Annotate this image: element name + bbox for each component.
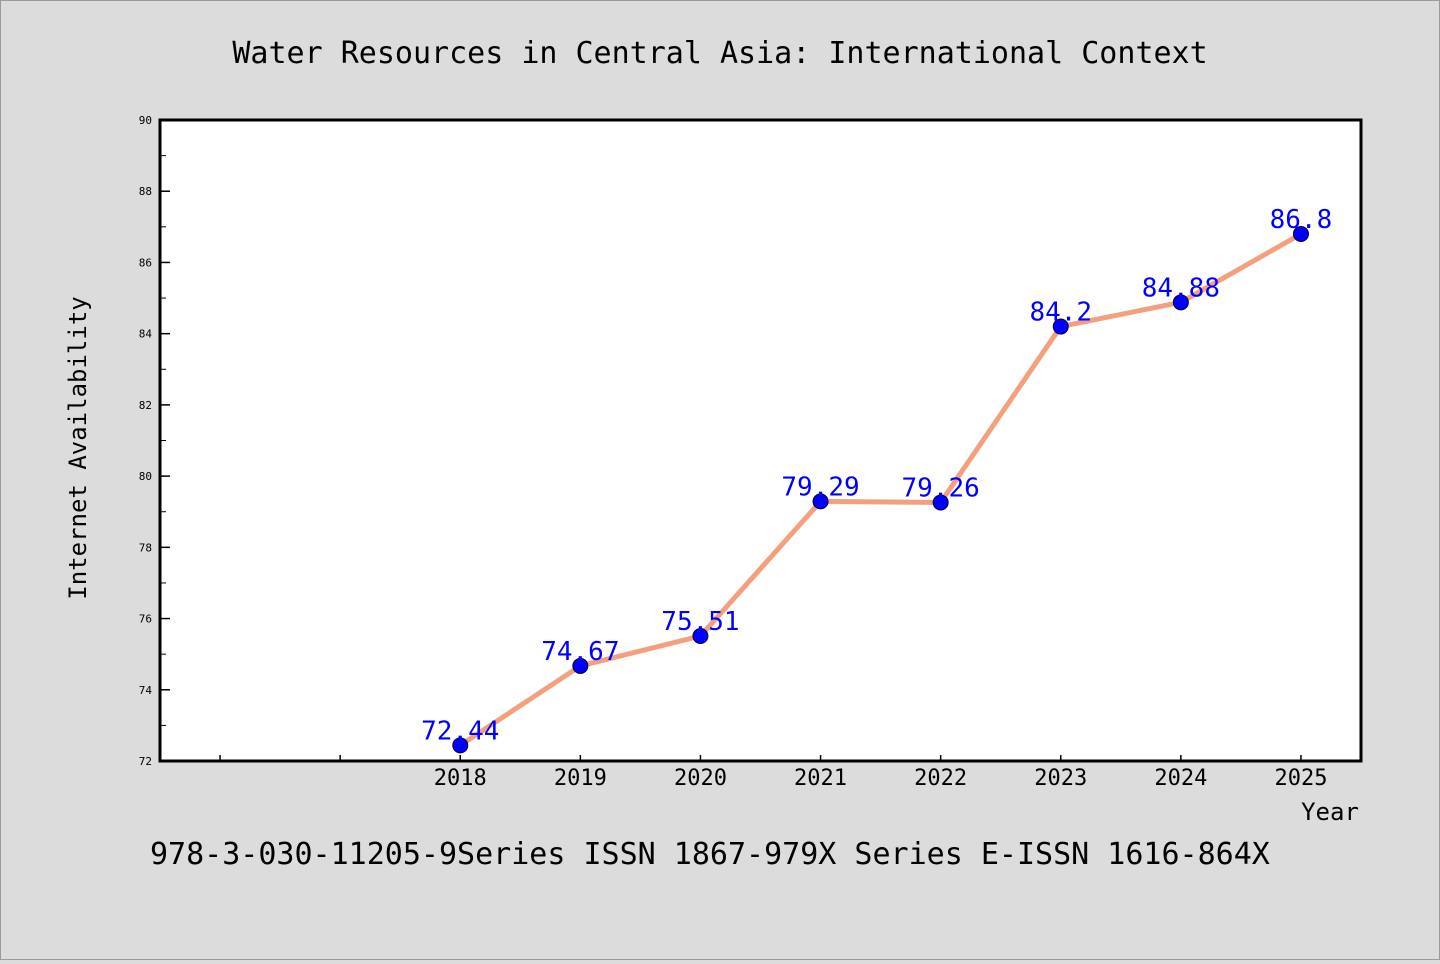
y-tick-label: 76 [139,613,152,626]
y-axis-label: Internet Availability [64,296,92,599]
x-tick-label: 2025 [1274,766,1327,791]
y-tick-label: 80 [139,470,152,483]
x-tick-label: 2022 [914,766,967,791]
y-tick-label: 84 [139,328,153,341]
x-axis-ticks: 2018 2019 2020 2021 2022 2023 2024 2025 [219,755,1327,791]
y-tick-label: 82 [139,399,152,412]
plot-area [160,120,1361,761]
data-label: 72.44 [421,716,499,746]
data-point-marker [1172,294,1189,311]
y-tick-label: 72 [139,755,152,768]
y-axis-ticks: 72 74 76 78 80 82 84 86 88 90 [139,114,170,768]
y-tick-label: 86 [139,256,152,269]
footer-text: 978-3-030-11205-9Series ISSN 1867-979X S… [150,837,1270,872]
data-point-marker [1052,318,1069,335]
x-tick-label: 2023 [1034,766,1087,791]
x-tick-label: 2020 [674,766,727,791]
data-labels: 72.44 74.67 75.51 79.29 79.26 84.2 84.88 86.8 [421,205,1332,746]
data-point-marker [1292,225,1309,242]
y-tick-label: 88 [139,185,152,198]
data-point-marker [932,494,949,511]
data-label: 74.67 [541,637,619,667]
plot-frame [158,118,1363,763]
x-tick-label: 2018 [434,766,487,791]
x-tick-label: 2024 [1154,766,1207,791]
data-point-marker [572,657,589,674]
series-markers [452,225,1309,754]
data-label: 79.26 [902,473,980,503]
x-axis-label: Year [1301,798,1359,826]
data-label: 86.8 [1270,205,1333,235]
series-layer: 72.44 74.67 75.51 79.29 79.26 84.2 84.88 86.8 [421,205,1332,754]
data-point-marker [812,493,829,510]
data-label: 79.29 [781,472,859,502]
data-point-marker [452,737,469,754]
y-tick-label: 90 [139,114,152,127]
data-point-marker [692,628,709,645]
x-tick-label: 2019 [554,766,607,791]
data-label: 75.51 [661,607,739,637]
y-tick-label: 78 [139,541,152,554]
y-tick-label: 74 [139,684,153,697]
series-line [457,231,1304,748]
data-label: 84.2 [1029,298,1092,328]
data-label: 84.88 [1142,273,1220,303]
x-tick-label: 2021 [794,766,847,791]
chart-title: Water Resources in Central Asia: Interna… [232,36,1207,71]
